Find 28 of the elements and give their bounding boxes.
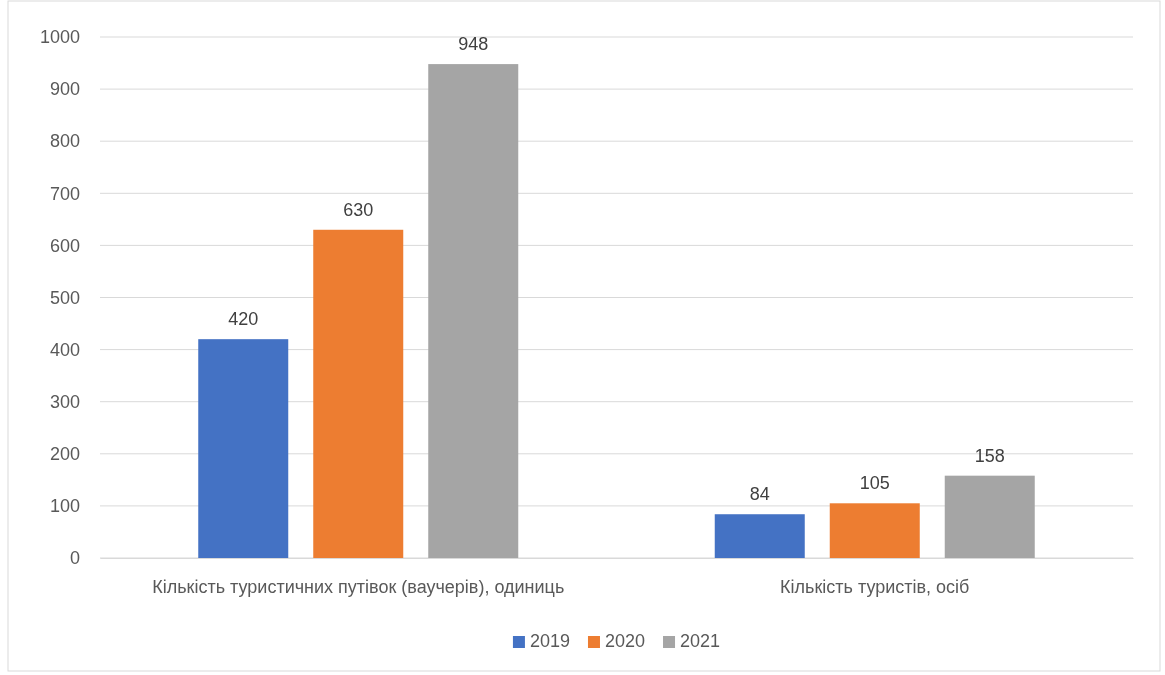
data-label: 630	[343, 199, 374, 220]
data-label: 84	[749, 484, 770, 505]
data-label: 420	[228, 309, 259, 330]
y-tick-label: 900	[49, 79, 80, 100]
y-tick-label: 0	[69, 548, 80, 569]
y-tick-label: 700	[49, 183, 80, 204]
y-tick-label: 1000	[39, 27, 80, 48]
legend-label: 2020	[604, 631, 646, 651]
bar	[313, 229, 404, 558]
bar	[829, 503, 920, 558]
legend-label: 2019	[529, 631, 570, 651]
y-tick-label: 600	[49, 235, 80, 256]
data-label: 105	[859, 473, 890, 494]
y-tick-label: 800	[49, 131, 80, 152]
bar	[198, 339, 289, 558]
data-label: 948	[458, 34, 489, 55]
y-tick-label: 100	[49, 496, 80, 517]
y-tick-label: 200	[49, 444, 80, 465]
y-tick-label: 400	[49, 339, 80, 360]
y-tick-label: 300	[49, 391, 80, 412]
bar	[428, 64, 519, 558]
data-label: 158	[974, 445, 1005, 466]
x-tick-label: Кількість туристичних путівок (ваучерів), одиниць	[152, 576, 565, 597]
x-tick-label: Кількість туристів, осіб	[780, 576, 970, 597]
bar	[944, 475, 1035, 558]
y-tick-label: 500	[49, 287, 80, 308]
legend-label: 2021	[680, 631, 721, 651]
bar	[714, 514, 805, 558]
